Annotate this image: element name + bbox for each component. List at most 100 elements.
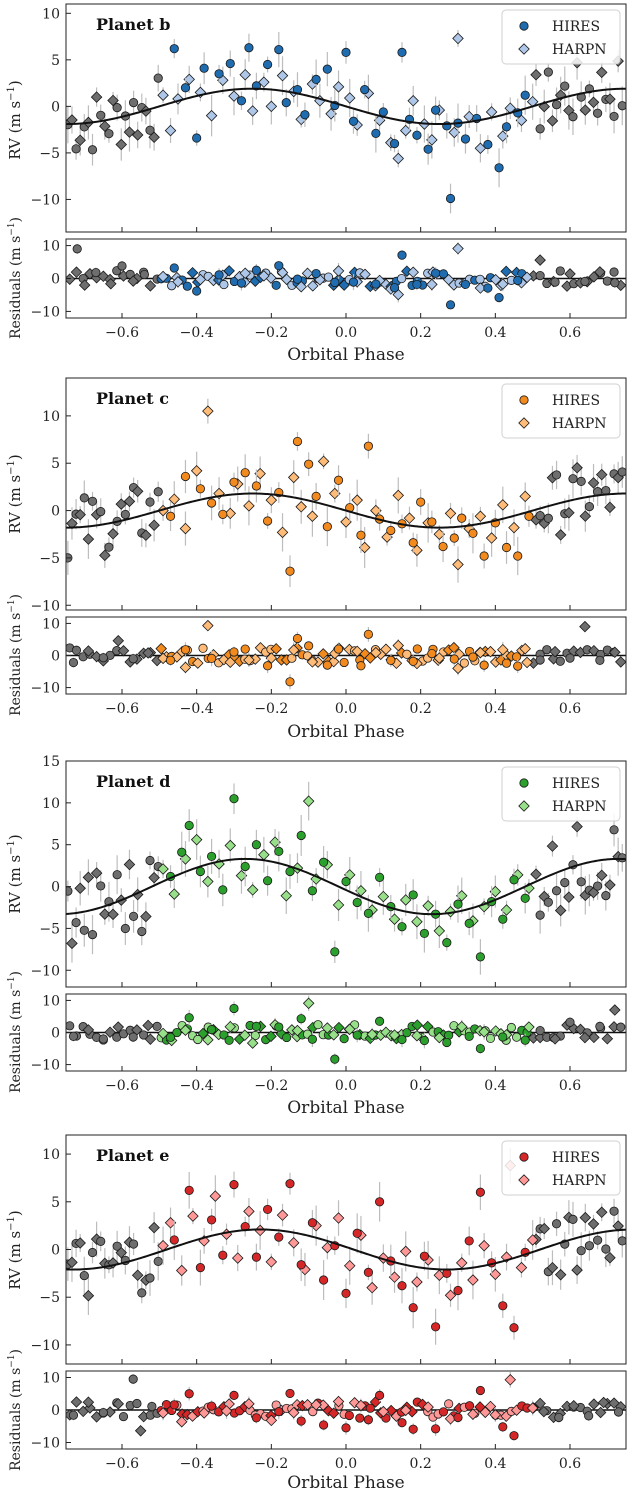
hires-residual (453, 1412, 463, 1423)
harpn-residual (243, 654, 255, 666)
hires-point (218, 885, 228, 895)
wrapped-point (617, 853, 626, 863)
x-tick-label: −0.6 (105, 1456, 139, 1472)
harpn-point (258, 848, 270, 861)
hires-point (184, 1185, 194, 1195)
hires-residual (464, 1031, 474, 1041)
y-tick-label: −10 (30, 1338, 60, 1354)
hires-point (281, 98, 291, 108)
hires-point (169, 44, 179, 54)
residual-point (521, 271, 533, 284)
hires-point (479, 551, 489, 561)
y-tick-label: 0 (51, 880, 60, 896)
harpn-point (455, 1257, 468, 1269)
hires-residual (430, 268, 441, 278)
wrapped-residual (70, 266, 83, 278)
x-axis-label: Orbital Phase (287, 722, 405, 742)
wrapped-point (595, 1206, 608, 1219)
y-tick-label: −5 (39, 551, 60, 567)
wrapped-point (595, 468, 608, 481)
wrapped-point (115, 1246, 128, 1259)
hires-residual (363, 629, 373, 639)
hires-residual (468, 652, 478, 662)
residual-point (521, 656, 533, 669)
legend: HIRES HARPN (501, 383, 621, 439)
hires-point (207, 1215, 217, 1225)
residual-y-tick-label: −10 (30, 1436, 60, 1452)
wrapped-point (587, 886, 600, 899)
residual-y-tick-label: 10 (42, 239, 60, 255)
wrapped-residual (142, 647, 154, 659)
wrapped-point (82, 871, 95, 884)
wrapped-point (71, 144, 81, 154)
residual-plot-area (66, 1371, 626, 1441)
hires-residual (207, 653, 217, 663)
harpn-residual (172, 276, 184, 288)
residual-point (380, 643, 392, 656)
hires-point (251, 840, 261, 850)
wrapped-point (66, 517, 78, 530)
hires-residual (285, 1388, 295, 1399)
harpn-point (239, 68, 251, 81)
hires-residual (274, 1407, 284, 1417)
hires-point (307, 1218, 317, 1228)
harpn-point (377, 890, 390, 903)
wrapped-residual (128, 654, 138, 664)
hires-point (333, 475, 344, 485)
hires-residual (322, 660, 332, 670)
hires-point (180, 471, 191, 482)
hires-residual (229, 647, 239, 657)
wrapped-point (128, 1239, 139, 1249)
wrapped-point (96, 881, 106, 891)
hires-residual (374, 1390, 385, 1400)
x-axis-label: Orbital Phase (287, 1473, 405, 1493)
hires-point (236, 96, 247, 106)
harpn-residual (291, 1024, 304, 1037)
wrapped-point (530, 868, 542, 881)
wrapped-point (148, 519, 160, 531)
y-tick-label: −5 (39, 921, 60, 937)
harpn-point (467, 1274, 479, 1286)
harpn-point (515, 1261, 528, 1274)
harpn-point (205, 109, 218, 122)
harpn-residual (399, 1404, 412, 1417)
wrapped-point (107, 1257, 119, 1269)
wrapped-point (571, 1264, 583, 1276)
harpn-residual (157, 652, 169, 665)
residual-y-tick-label: −10 (30, 304, 60, 320)
wrapped-point (145, 855, 155, 866)
x-tick-label: −0.2 (254, 1456, 288, 1472)
wrapped-residual (117, 644, 130, 657)
hires-residual (513, 661, 523, 671)
harpn-point (168, 888, 181, 900)
wrapped-residual (549, 645, 561, 658)
hires-point (509, 875, 519, 885)
wrapped-point (96, 110, 106, 120)
harpn-point (407, 95, 419, 107)
model-curve (66, 857, 626, 916)
hires-residual (494, 292, 504, 303)
hires-point (311, 491, 321, 501)
residual-point (339, 1034, 349, 1044)
harpn-point (187, 1210, 199, 1222)
hires-point (195, 1263, 205, 1273)
harpn-point (508, 521, 520, 534)
wrapped-point (601, 891, 611, 901)
hires-residual (333, 644, 344, 654)
harpn-residual (478, 1026, 490, 1038)
wrapped-residual (132, 1398, 142, 1409)
harpn-point (243, 1205, 255, 1218)
panel-title: Planet e (96, 1146, 169, 1165)
wrapped-residual (597, 1396, 610, 1409)
harpn-point (411, 1276, 423, 1288)
harpn-point (276, 69, 289, 82)
hires-point (341, 876, 351, 887)
harpn-residual (175, 1415, 188, 1428)
wrapped-residual (534, 254, 546, 266)
harpn-residual (179, 1024, 192, 1037)
hires-residual (236, 278, 247, 288)
hires-residual (363, 1415, 373, 1425)
harpn-residual (433, 1031, 446, 1044)
hires-residual (192, 286, 202, 296)
y-tick-label: 10 (42, 1147, 60, 1163)
